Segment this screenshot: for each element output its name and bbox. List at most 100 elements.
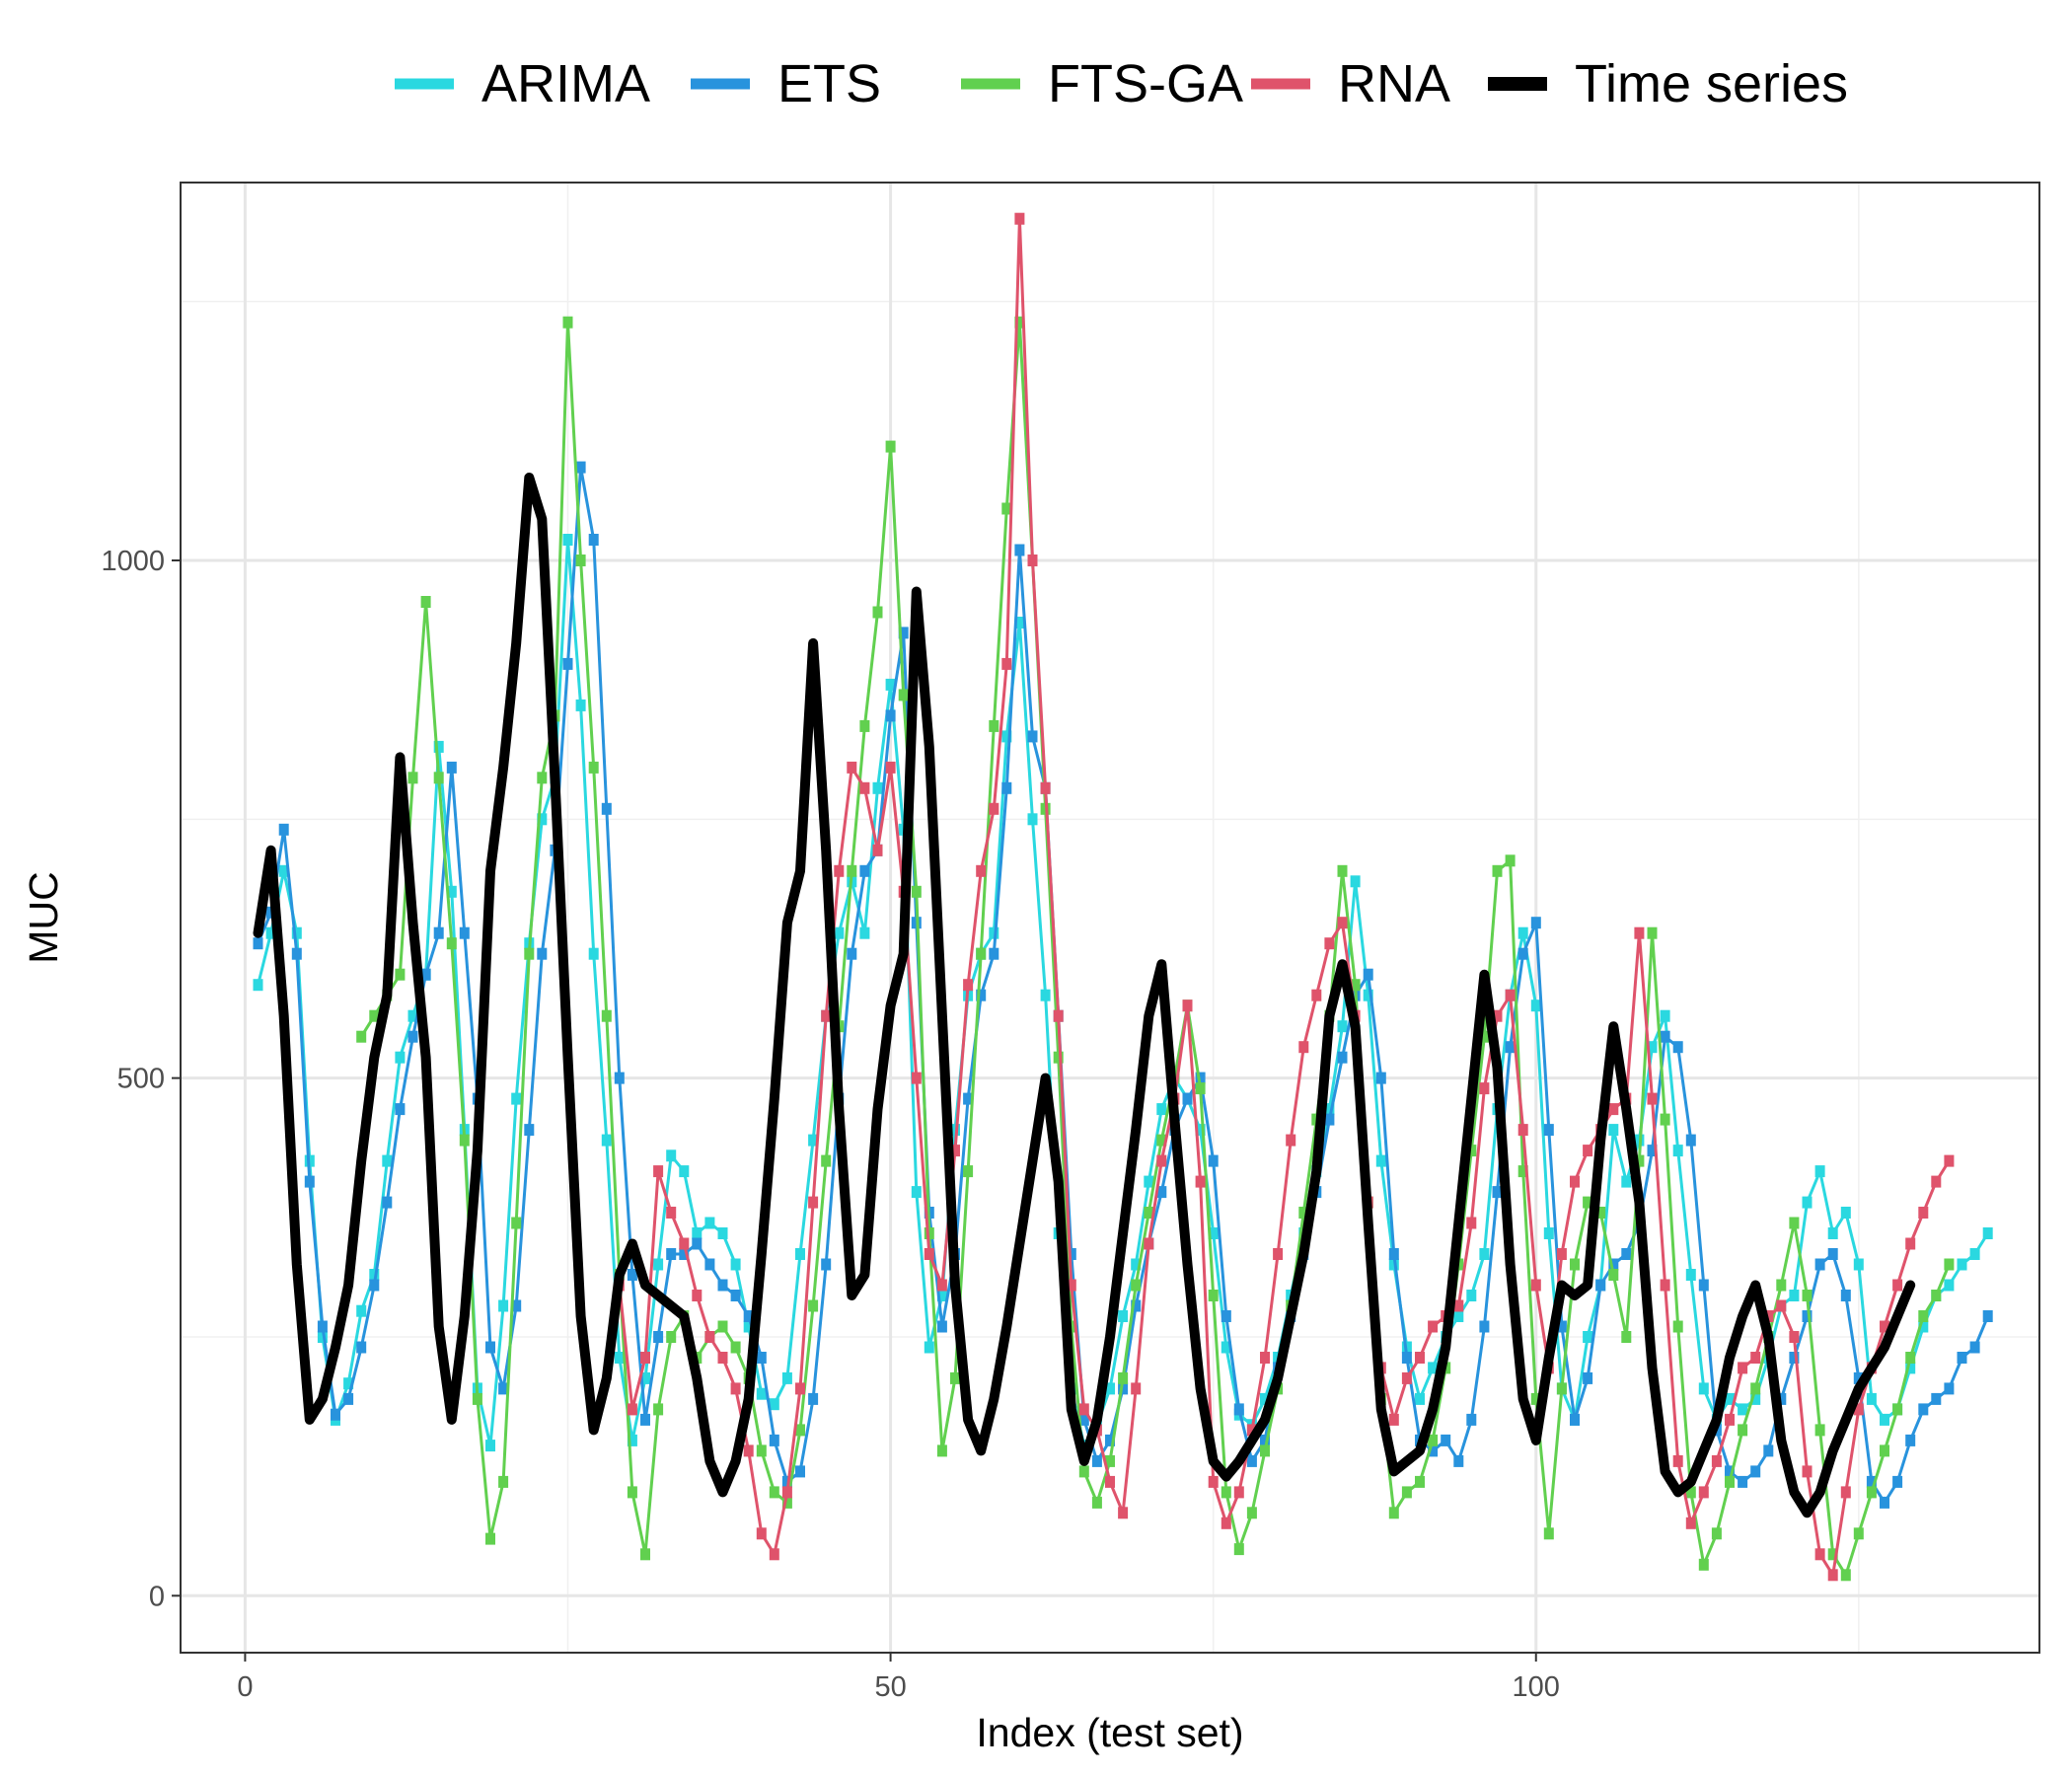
data-point	[1905, 1352, 1916, 1364]
data-point	[1233, 1403, 1244, 1416]
data-point	[1698, 1382, 1709, 1395]
data-point	[1750, 1382, 1761, 1395]
data-point	[1131, 1279, 1142, 1292]
data-point	[976, 947, 987, 960]
data-point	[1698, 1558, 1709, 1571]
data-point	[963, 1165, 974, 1178]
data-point	[950, 1145, 960, 1157]
data-point	[756, 1352, 767, 1364]
data-point	[1583, 1371, 1593, 1384]
data-point	[1827, 1248, 1838, 1260]
data-point	[924, 1248, 934, 1260]
data-point	[446, 937, 457, 950]
data-point	[1814, 1165, 1825, 1178]
data-point	[1660, 1030, 1670, 1043]
data-point	[1880, 1444, 1889, 1457]
data-point	[924, 1341, 934, 1354]
data-point	[756, 1527, 767, 1540]
data-point	[859, 719, 870, 732]
data-point	[1918, 1310, 1929, 1322]
data-point	[291, 926, 302, 939]
data-point	[1944, 1154, 1955, 1167]
data-point	[1827, 1548, 1838, 1561]
data-point	[743, 1444, 754, 1457]
data-point	[1001, 502, 1012, 515]
data-point	[1595, 1207, 1606, 1219]
data-point	[1789, 1331, 1800, 1343]
data-point	[420, 968, 431, 981]
data-point	[1091, 1496, 1102, 1509]
data-point	[446, 885, 457, 898]
data-point	[1672, 1320, 1683, 1333]
data-point	[1441, 1434, 1451, 1446]
data-point	[1260, 1352, 1270, 1364]
data-point	[1530, 1392, 1541, 1405]
data-point	[756, 1444, 767, 1457]
data-point	[253, 979, 263, 992]
data-point	[1814, 1424, 1825, 1437]
data-point	[1091, 1454, 1102, 1467]
data-point	[1543, 1227, 1554, 1239]
data-point	[911, 885, 922, 898]
data-point	[717, 1227, 728, 1239]
data-point	[989, 802, 999, 815]
data-point	[1905, 1362, 1916, 1374]
data-point	[1105, 1434, 1115, 1446]
data-point	[1208, 1227, 1219, 1239]
data-point	[1647, 1092, 1658, 1105]
data-point	[936, 1444, 947, 1457]
data-point	[1672, 1041, 1683, 1054]
data-point	[653, 1331, 664, 1343]
data-point	[1324, 1113, 1335, 1126]
data-point	[1880, 1320, 1889, 1333]
data-point	[1415, 1475, 1425, 1488]
data-point	[936, 1279, 947, 1292]
y-tick-label: 1000	[101, 546, 165, 577]
data-point	[679, 1237, 690, 1250]
data-point	[1634, 926, 1645, 939]
data-point	[1944, 1382, 1955, 1395]
data-point	[1711, 1527, 1722, 1540]
data-point	[407, 772, 418, 784]
data-point	[1725, 1392, 1735, 1405]
data-point	[356, 1030, 367, 1043]
data-point	[1866, 1475, 1877, 1488]
data-point	[666, 1248, 677, 1260]
data-point	[1505, 989, 1516, 1001]
data-point	[795, 1248, 805, 1260]
data-point	[1570, 1413, 1580, 1426]
data-point	[1001, 730, 1012, 743]
data-point	[575, 699, 586, 711]
data-point	[769, 1434, 779, 1446]
data-point	[1814, 1258, 1825, 1271]
data-point	[537, 772, 548, 784]
data-point	[976, 864, 987, 877]
data-point	[963, 1092, 974, 1105]
data-point	[1453, 1454, 1464, 1467]
data-point	[1131, 1382, 1142, 1395]
data-point	[472, 1392, 482, 1405]
data-point	[1105, 1454, 1115, 1467]
data-point	[1040, 989, 1051, 1001]
data-point	[936, 1320, 947, 1333]
data-point	[717, 1279, 728, 1292]
data-point	[1221, 1486, 1231, 1499]
data-point	[1078, 1403, 1089, 1416]
data-point	[1078, 1465, 1089, 1478]
data-point	[1428, 1434, 1439, 1446]
data-point	[304, 1175, 315, 1188]
data-point	[898, 627, 909, 639]
data-point	[1711, 1454, 1722, 1467]
data-point	[1388, 1413, 1399, 1426]
plot-panel	[180, 182, 2040, 1654]
data-point	[795, 1382, 805, 1395]
data-point	[821, 1258, 832, 1271]
data-point	[1969, 1341, 1980, 1354]
data-point	[627, 1269, 637, 1281]
data-point	[692, 1237, 703, 1250]
data-point	[821, 1009, 832, 1022]
data-point	[1802, 1196, 1813, 1209]
data-point	[821, 1154, 832, 1167]
data-point	[1324, 937, 1335, 950]
